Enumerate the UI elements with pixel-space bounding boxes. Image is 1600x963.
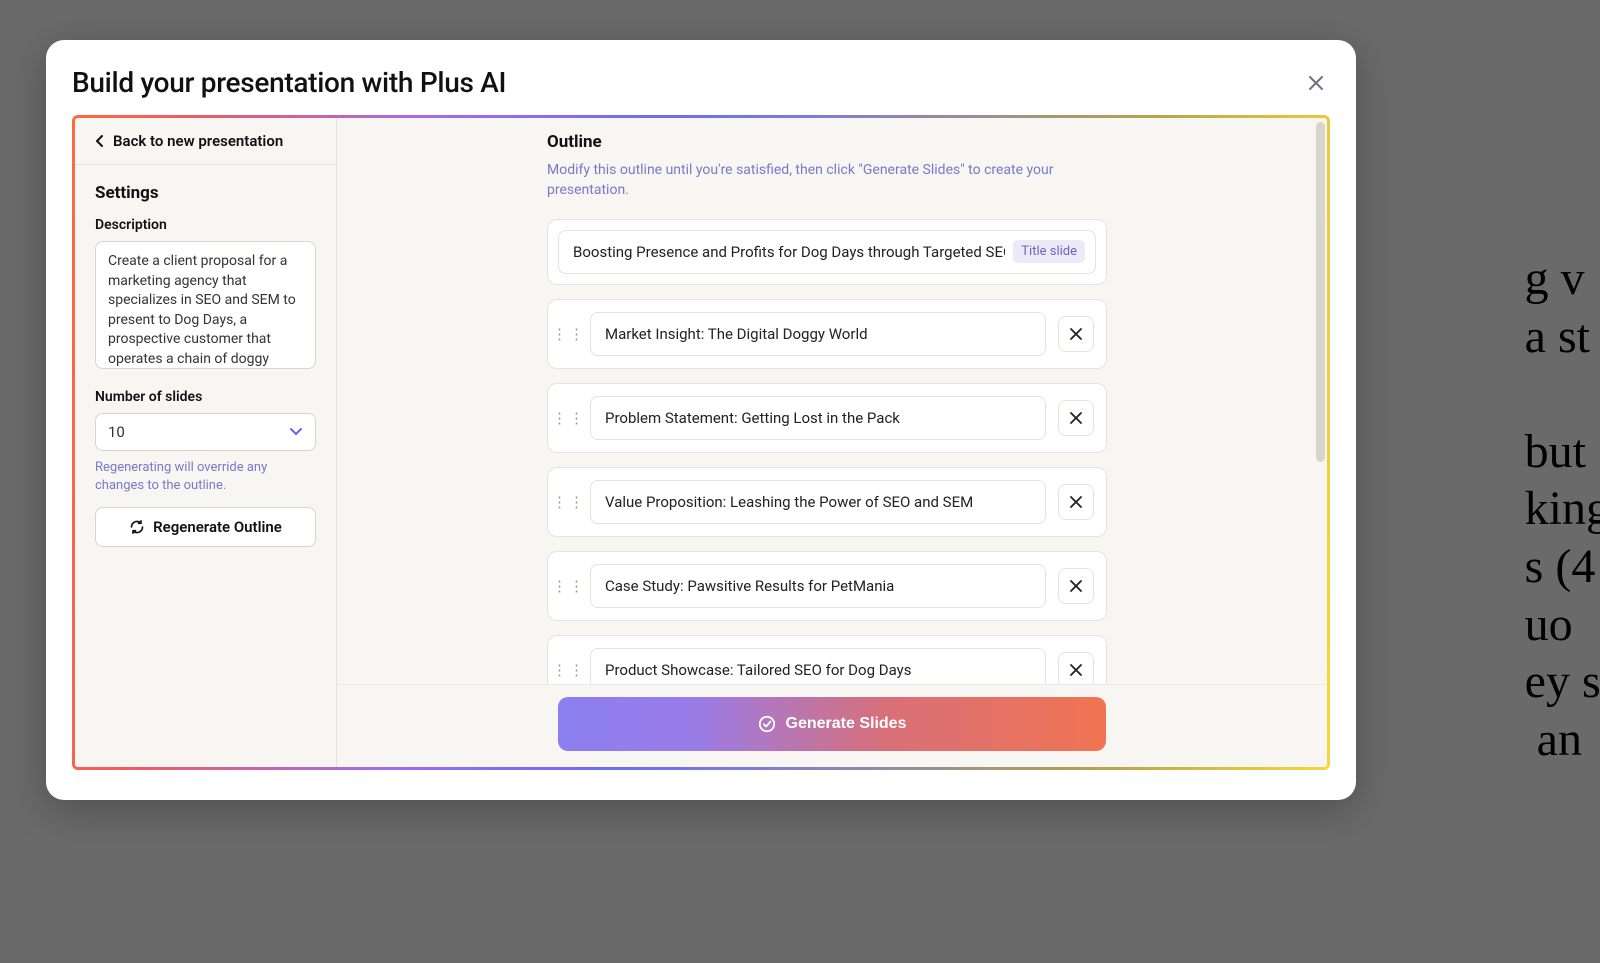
back-link[interactable]: Back to new presentation bbox=[75, 118, 336, 165]
remove-slide-button[interactable] bbox=[1058, 568, 1094, 604]
slide-title-input[interactable]: Problem Statement: Getting Lost in the P… bbox=[590, 396, 1046, 440]
drag-handle-icon[interactable]: ⋮⋮ bbox=[560, 577, 578, 595]
title-slide-badge: Title slide bbox=[1013, 240, 1085, 263]
outline-footer: Generate Slides bbox=[337, 684, 1327, 767]
remove-slide-button[interactable] bbox=[1058, 652, 1094, 684]
scrollbar-thumb[interactable] bbox=[1316, 122, 1325, 462]
regenerate-button-label: Regenerate Outline bbox=[153, 518, 282, 536]
close-icon bbox=[1069, 327, 1083, 341]
slide-card: ⋮⋮ Problem Statement: Getting Lost in th… bbox=[547, 383, 1107, 453]
slides-count-value: 10 bbox=[108, 423, 125, 441]
slide-title-input[interactable]: Product Showcase: Tailored SEO for Dog D… bbox=[590, 648, 1046, 684]
title-slide-text: Boosting Presence and Profits for Dog Da… bbox=[573, 243, 1005, 261]
remove-slide-button[interactable] bbox=[1058, 484, 1094, 520]
close-button[interactable] bbox=[1302, 69, 1330, 97]
close-icon bbox=[1069, 411, 1083, 425]
chevron-down-icon bbox=[289, 427, 303, 437]
chevron-left-icon bbox=[95, 135, 105, 147]
modal-header: Build your presentation with Plus AI bbox=[72, 66, 1330, 99]
title-slide-card: Boosting Presence and Profits for Dog Da… bbox=[547, 219, 1107, 285]
drag-handle-icon[interactable]: ⋮⋮ bbox=[560, 325, 578, 343]
background-document-text: g v a st but king s (4 uo ey s an bbox=[1525, 250, 1600, 768]
back-link-label: Back to new presentation bbox=[113, 132, 283, 150]
outline-area: Outline Modify this outline until you're… bbox=[337, 118, 1327, 767]
title-slide-input[interactable]: Boosting Presence and Profits for Dog Da… bbox=[558, 230, 1096, 274]
slide-title-input[interactable]: Market Insight: The Digital Doggy World bbox=[590, 312, 1046, 356]
description-textarea[interactable] bbox=[95, 241, 316, 369]
close-icon bbox=[1307, 74, 1325, 92]
outline-subtext: Modify this outline until you're satisfi… bbox=[547, 160, 1087, 201]
outline-heading: Outline bbox=[547, 132, 1107, 152]
modal-dialog: Build your presentation with Plus AI Bac… bbox=[46, 40, 1356, 800]
generate-slides-button[interactable]: Generate Slides bbox=[558, 697, 1106, 751]
description-label: Description bbox=[95, 217, 316, 233]
slides-count-label: Number of slides bbox=[95, 389, 316, 405]
slide-title-input[interactable]: Value Proposition: Leashing the Power of… bbox=[590, 480, 1046, 524]
drag-handle-icon[interactable]: ⋮⋮ bbox=[560, 661, 578, 679]
frame-inner: Back to new presentation Settings Descri… bbox=[75, 118, 1327, 767]
slide-card: ⋮⋮ Market Insight: The Digital Doggy Wor… bbox=[547, 299, 1107, 369]
regenerate-helper-text: Regenerating will override any changes t… bbox=[95, 459, 316, 495]
outline-inner: Outline Modify this outline until you're… bbox=[547, 118, 1107, 684]
slide-card: ⋮⋮ Value Proposition: Leashing the Power… bbox=[547, 467, 1107, 537]
gradient-border-frame: Back to new presentation Settings Descri… bbox=[72, 115, 1330, 770]
modal-title: Build your presentation with Plus AI bbox=[72, 66, 506, 99]
settings-block: Settings Description Number of slides 10… bbox=[75, 165, 336, 565]
regenerate-outline-button[interactable]: Regenerate Outline bbox=[95, 507, 316, 547]
slide-card: ⋮⋮ Case Study: Pawsitive Results for Pet… bbox=[547, 551, 1107, 621]
refresh-icon bbox=[129, 519, 145, 535]
remove-slide-button[interactable] bbox=[1058, 316, 1094, 352]
check-circle-icon bbox=[758, 715, 776, 733]
generate-button-label: Generate Slides bbox=[786, 715, 907, 733]
drag-handle-icon[interactable]: ⋮⋮ bbox=[560, 493, 578, 511]
remove-slide-button[interactable] bbox=[1058, 400, 1094, 436]
close-icon bbox=[1069, 495, 1083, 509]
settings-heading: Settings bbox=[95, 183, 316, 203]
slide-card: ⋮⋮ Product Showcase: Tailored SEO for Do… bbox=[547, 635, 1107, 684]
settings-sidebar: Back to new presentation Settings Descri… bbox=[75, 118, 337, 767]
close-icon bbox=[1069, 579, 1083, 593]
close-icon bbox=[1069, 663, 1083, 677]
drag-handle-icon[interactable]: ⋮⋮ bbox=[560, 409, 578, 427]
slide-title-input[interactable]: Case Study: Pawsitive Results for PetMan… bbox=[590, 564, 1046, 608]
slides-count-select[interactable]: 10 bbox=[95, 413, 316, 451]
outline-scroll: Outline Modify this outline until you're… bbox=[337, 118, 1327, 684]
